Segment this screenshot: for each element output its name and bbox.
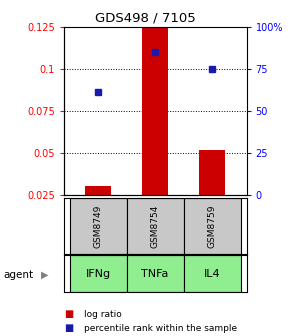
Text: log ratio: log ratio	[84, 310, 122, 319]
Text: agent: agent	[3, 270, 33, 280]
Bar	[142, 27, 168, 195]
Text: TNFa: TNFa	[142, 269, 169, 279]
Bar	[127, 198, 184, 254]
Text: IL4: IL4	[204, 269, 221, 279]
Text: GSM8749: GSM8749	[94, 204, 103, 248]
Bar	[70, 255, 127, 292]
Text: ■: ■	[64, 323, 73, 333]
Text: IFNg: IFNg	[86, 269, 110, 279]
Bar	[85, 186, 111, 195]
Text: ▶: ▶	[41, 270, 49, 280]
Text: percentile rank within the sample: percentile rank within the sample	[84, 324, 237, 333]
Bar	[184, 198, 241, 254]
Bar	[127, 255, 184, 292]
Bar	[184, 255, 241, 292]
Text: GSM8754: GSM8754	[151, 204, 160, 248]
Text: GDS498 / 7105: GDS498 / 7105	[95, 12, 195, 25]
Bar	[70, 198, 127, 254]
Text: ■: ■	[64, 309, 73, 319]
Text: GSM8759: GSM8759	[208, 204, 217, 248]
Bar	[200, 150, 225, 195]
